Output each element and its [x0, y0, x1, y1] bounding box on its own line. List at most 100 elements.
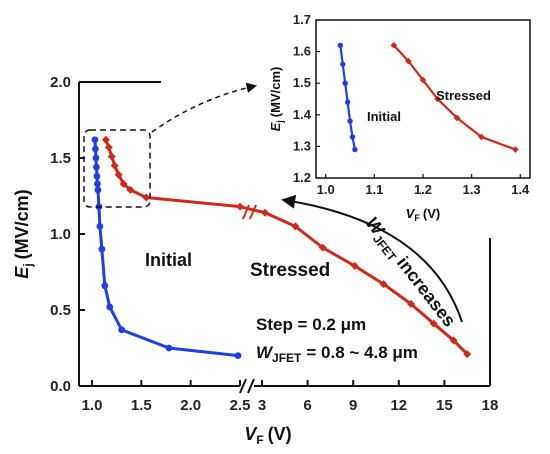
- main-stressed-point: [114, 170, 123, 179]
- inset-x-tick-label: 1.0: [317, 182, 335, 197]
- inset-initial-point: [340, 61, 346, 67]
- x-axis-break-mark: [239, 378, 255, 394]
- main-x-tick-label: 1.0: [82, 397, 103, 414]
- main-x-tick-label: 1.5: [131, 397, 152, 414]
- main-stressed-point: [236, 202, 244, 211]
- initial-label: Initial: [145, 250, 192, 270]
- main-initial-point: [92, 145, 99, 153]
- main-stressed-point: [429, 319, 438, 328]
- main-initial-point: [98, 245, 106, 253]
- inset-stressed-point: [478, 133, 485, 141]
- main-x-tick-label: 9: [349, 397, 357, 414]
- inset-x-axis-label: VF (V): [406, 206, 441, 223]
- main-y-tick-label: 0.5: [50, 302, 71, 319]
- main-y-tick-label: 0.0: [50, 378, 71, 395]
- inset-x-ticks: 1.0 1.1 1.2 1.3 1.4: [317, 174, 530, 197]
- inset-x-tick-label: 1.2: [414, 182, 432, 197]
- inset-x-tick-label: 1.1: [365, 182, 383, 197]
- main-stressed-point: [291, 222, 300, 231]
- main-stressed-point: [107, 152, 116, 161]
- main-y-label-var: E: [12, 266, 32, 279]
- inset-initial-point: [337, 42, 344, 48]
- main-initial-point: [101, 282, 109, 290]
- inset-x-tick-label: 1.4: [511, 182, 530, 197]
- main-initial-point: [165, 344, 173, 352]
- main-y-tick-label: 1.0: [50, 226, 71, 243]
- inset-stressed-label: Stressed: [436, 88, 491, 103]
- main-y-label-sub: j: [21, 263, 35, 267]
- inset-y-ticks: 1.2 1.3 1.4 1.5 1.6 1.7: [293, 12, 320, 185]
- inset-y-tick-label: 1.6: [293, 44, 311, 59]
- inset-series: [337, 41, 519, 153]
- inset-y-tick-label: 1.3: [293, 138, 311, 153]
- main-initial-point: [94, 180, 101, 188]
- wjfet-increase-arrow: [281, 194, 463, 323]
- main-stressed-point: [350, 261, 359, 270]
- main-initial-point: [106, 303, 114, 311]
- inset-y-axis-label: Ej (MV/cm): [268, 67, 285, 132]
- main-x-tick-label: 18: [482, 397, 499, 414]
- inset-stressed-point: [419, 76, 427, 84]
- main-stressed-point: [142, 193, 151, 202]
- main-initial-point: [93, 163, 100, 171]
- main-initial-point: [94, 186, 102, 194]
- main-x-tick-label: 3: [258, 397, 266, 414]
- inset-initial-point: [347, 118, 353, 124]
- main-x-label-unit: (V): [268, 424, 292, 444]
- main-x-tick-label: 2.0: [180, 397, 201, 414]
- inset-initial-point: [342, 80, 348, 86]
- main-stressed-point: [463, 350, 472, 359]
- step-text: Step = 0.2 μm: [256, 315, 366, 334]
- main-stressed-point: [101, 135, 110, 144]
- main-y-tick-label: 2.0: [50, 74, 71, 91]
- main-x-tick-label: 15: [436, 397, 453, 414]
- inset-chart: 1.2 1.3 1.4 1.5 1.6 1.7 1.0 1.1 1.2 1.3 1.4 Initi…: [268, 12, 531, 223]
- main-y-tick-label: 1.5: [50, 150, 71, 167]
- main-stressed-point: [110, 161, 119, 170]
- main-stressed-point: [119, 179, 128, 188]
- main-x-label-sub: F: [256, 433, 263, 447]
- inset-y-tick-label: 1.5: [293, 75, 311, 90]
- inset-initial-point: [344, 99, 351, 105]
- wjfet-increases-label: WJFETincreases: [359, 213, 459, 332]
- main-stressed-point: [261, 208, 270, 217]
- inset-stressed-point: [512, 146, 519, 153]
- inset-x-label-sub: F: [414, 213, 420, 223]
- inset-y-label-sub: j: [275, 120, 285, 124]
- main-x-axis-label: VF (V): [244, 424, 291, 447]
- main-axes: 0.0 0.5 1.0 1.5 2.0 1.0 1.5 2.0 2.5 3 6 9 12 15 18: [50, 74, 498, 414]
- main-x-ticks: 1.0 1.5 2.0 2.5 3 6 9 12 15 18: [82, 380, 499, 414]
- main-initial-point: [234, 352, 242, 359]
- inset-initial-point: [349, 134, 356, 140]
- inset-x-label-var: V: [406, 206, 416, 221]
- main-x-tick-label: 12: [390, 397, 407, 414]
- main-initial-point: [91, 136, 99, 144]
- main-y-axis-label: Ej (MV/cm): [12, 189, 35, 278]
- main-stressed-point: [318, 243, 327, 252]
- main-initial-point: [118, 326, 125, 334]
- inset-x-tick-label: 1.3: [463, 182, 481, 197]
- main-initial-point: [92, 154, 100, 162]
- inset-stressed-point: [390, 41, 398, 49]
- inset-y-label-var: E: [268, 122, 283, 131]
- inset-x-label-unit: (V): [423, 206, 440, 221]
- main-stressed-point: [379, 280, 388, 289]
- main-initial-point: [93, 172, 101, 180]
- inset-initial-point: [352, 146, 358, 153]
- wjfet-range-var: W: [256, 343, 274, 362]
- main-stressed-point: [449, 336, 458, 345]
- inset-y-label-unit: (MV/cm): [268, 67, 283, 118]
- main-x-tick-label: 6: [303, 397, 311, 414]
- main-x-label-var: V: [244, 424, 258, 444]
- inset-stressed-point: [434, 95, 441, 103]
- inset-y-tick-label: 1.4: [293, 107, 312, 122]
- zoom-pointer-arrow: [151, 82, 258, 133]
- wjfet-range-sub: JFET: [272, 351, 302, 365]
- main-y-ticks: 0.0 0.5 1.0 1.5 2.0: [50, 74, 85, 395]
- inset-initial-label: Initial: [367, 109, 401, 124]
- main-y-label-unit: (MV/cm): [12, 189, 32, 259]
- main-stressed-point: [406, 299, 415, 308]
- inset-stressed-point: [405, 57, 412, 65]
- main-stressed-point: [126, 185, 135, 194]
